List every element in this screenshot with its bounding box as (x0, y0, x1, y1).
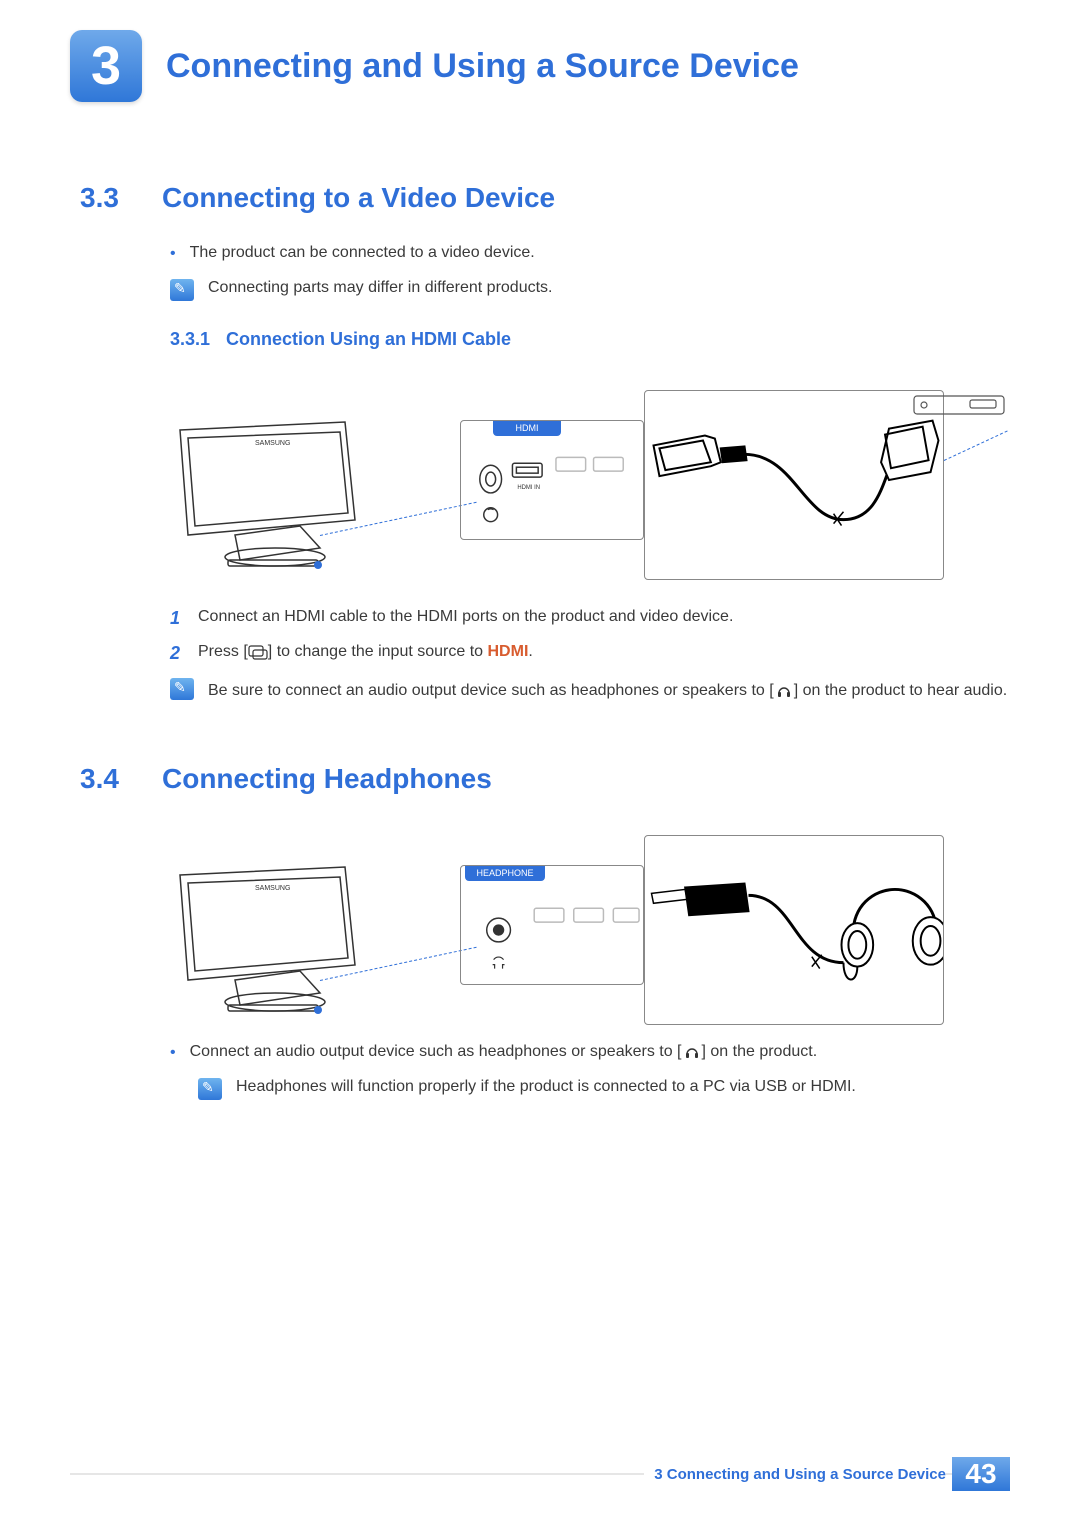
hdmi-in-label: HDMI IN (517, 485, 540, 491)
bullet-dot-icon: • (170, 244, 176, 265)
step-number: 1 (170, 608, 184, 629)
hdmi-diagram: SAMSUNG HDMI HDMI IN (170, 380, 1010, 580)
section-number: 3.3 (80, 182, 138, 214)
source-device-illustration (910, 390, 1010, 430)
hdmi-port-label: HDMI (493, 420, 561, 436)
note-icon (198, 1078, 222, 1100)
chapter-header: 3 Connecting and Using a Source Device (70, 30, 1010, 102)
section-3-4: 3.4 Connecting Headphones (80, 763, 1010, 795)
headphone-icon (774, 683, 794, 699)
hdmi-cable-illustration (644, 390, 944, 580)
svg-text:SAMSUNG: SAMSUNG (255, 440, 290, 447)
note-icon (170, 279, 194, 301)
bullet-line: • The product can be connected to a vide… (170, 244, 1010, 265)
hdmi-port-detail: HDMI HDMI IN (460, 420, 644, 540)
note-line: Be sure to connect an audio output devic… (170, 678, 1010, 704)
svg-text:SAMSUNG: SAMSUNG (255, 885, 290, 892)
bullet-text: The product can be connected to a video … (190, 244, 535, 265)
note-text: Headphones will function properly if the… (236, 1078, 856, 1096)
note-line: Headphones will function properly if the… (198, 1078, 1010, 1100)
chapter-title: Connecting and Using a Source Device (166, 47, 799, 86)
headphone-diagram: SAMSUNG HEADPHONE (170, 825, 1010, 1015)
chapter-badge: 3 (70, 30, 142, 102)
section-title: Connecting Headphones (162, 763, 492, 795)
subsection-3-3-1: 3.3.1 Connection Using an HDMI Cable (170, 329, 1010, 350)
note-text: Connecting parts may differ in different… (208, 279, 552, 297)
headphone-port-detail: HEADPHONE (460, 865, 644, 985)
subsection-number: 3.3.1 (170, 329, 210, 350)
bullet-line: • Connect an audio output device such as… (170, 1043, 1010, 1064)
headphone-icon (682, 1044, 702, 1060)
bullet-text: Connect an audio output device such as h… (190, 1043, 818, 1064)
step-1: 1 Connect an HDMI cable to the HDMI port… (170, 608, 1010, 629)
note-line: Connecting parts may differ in different… (170, 279, 1010, 301)
step-2: 2 Press [] to change the input source to… (170, 643, 1010, 664)
headphone-port-label: HEADPHONE (465, 865, 545, 881)
monitor-illustration: SAMSUNG (170, 865, 365, 1015)
section-number: 3.4 (80, 763, 138, 795)
note-text: Be sure to connect an audio output devic… (208, 678, 1007, 704)
monitor-illustration: SAMSUNG (170, 420, 365, 570)
footer-chapter-label: 3 Connecting and Using a Source Device (644, 1466, 946, 1483)
section-title: Connecting to a Video Device (162, 182, 555, 214)
headphone-cable-illustration (644, 835, 944, 1025)
subsection-title: Connection Using an HDMI Cable (226, 329, 511, 350)
source-button-icon (248, 644, 268, 660)
step-text: Connect an HDMI cable to the HDMI ports … (198, 608, 733, 626)
section-3-3: 3.3 Connecting to a Video Device (80, 182, 1010, 214)
footer-page-number: 43 (952, 1457, 1010, 1491)
note-icon (170, 678, 194, 700)
page-footer: 3 Connecting and Using a Source Device 4… (70, 1457, 1010, 1491)
bullet-dot-icon: • (170, 1043, 176, 1064)
step-number: 2 (170, 643, 184, 664)
step-text: Press [] to change the input source to H… (198, 643, 533, 661)
